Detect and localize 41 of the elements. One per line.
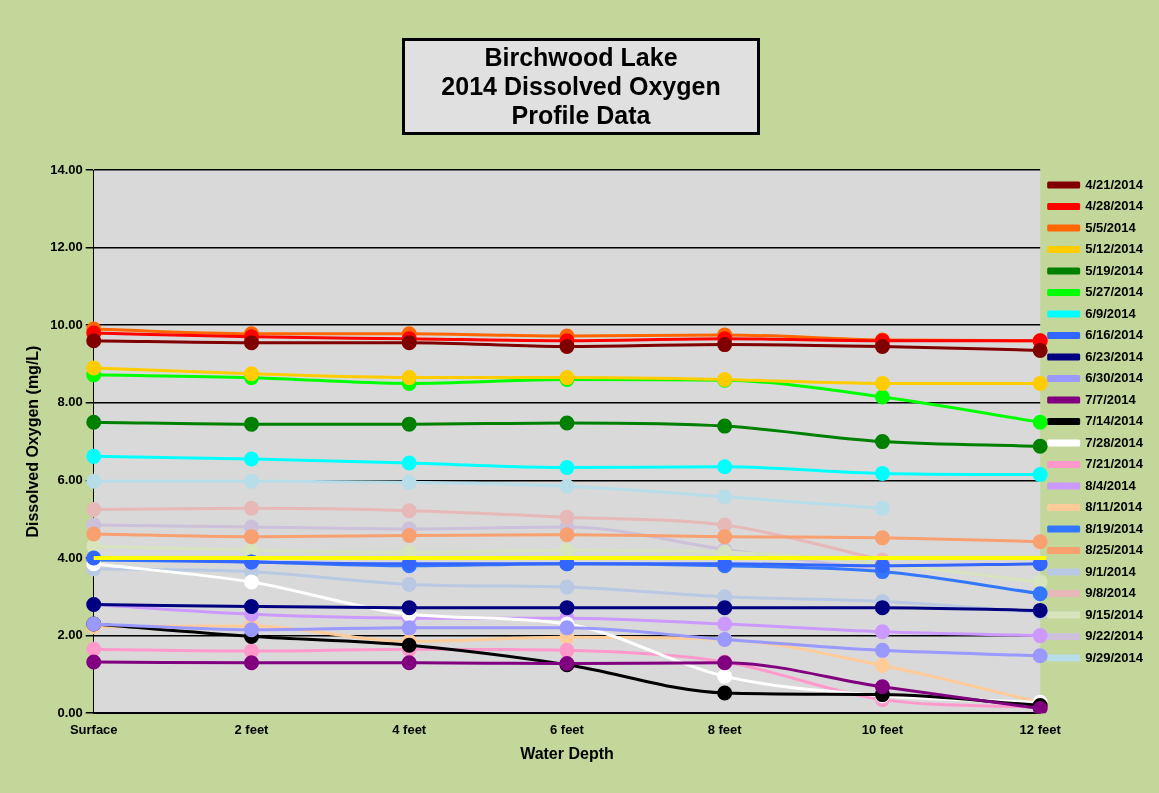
legend-label: 9/8/2014	[1085, 585, 1137, 601]
legend-label: 8/19/2014	[1085, 520, 1144, 536]
x-tick-label: 2 feet	[234, 721, 270, 737]
legend-label: 9/29/2014	[1085, 649, 1144, 665]
y-tick-label: 2.00	[57, 627, 83, 643]
legend-label: 9/22/2014	[1085, 628, 1144, 644]
legend-label: 9/15/2014	[1085, 606, 1144, 622]
legend-label: 5/12/2014	[1085, 241, 1144, 257]
x-tick-label: 4 feet	[392, 721, 427, 737]
x-tick-label: 12 feet	[1019, 721, 1062, 737]
x-tick-label: 10 feet	[861, 721, 904, 737]
legend-label: 5/19/2014	[1085, 262, 1144, 278]
chart-title: Birchwood Lake 2014 Dissolved Oxygen Profile Data	[402, 38, 760, 135]
y-tick-label: 8.00	[57, 394, 83, 410]
legend-label: 9/1/2014	[1085, 563, 1137, 579]
legend-label: 7/28/2014	[1085, 434, 1144, 450]
y-axis-title: Dissolved Oxygen (mg/L)	[24, 345, 42, 538]
legend-label: 8/4/2014	[1085, 477, 1137, 493]
y-tick-label: 14.00	[50, 161, 83, 177]
legend-label: 7/14/2014	[1085, 413, 1144, 429]
legend-label: 8/11/2014	[1085, 499, 1144, 515]
y-tick-label: 12.00	[50, 239, 83, 255]
legend-label: 6/23/2014	[1085, 348, 1144, 364]
legend-label: 6/9/2014	[1085, 305, 1137, 321]
x-tick-label: 8 feet	[707, 721, 743, 737]
y-tick-label: 6.00	[57, 471, 83, 487]
legend-label: 5/27/2014	[1085, 284, 1144, 300]
legend-label: 4/21/2014	[1085, 176, 1144, 192]
legend-label: 7/21/2014	[1085, 456, 1144, 472]
legend-label: 5/5/2014	[1085, 219, 1137, 235]
legend-label: 6/16/2014	[1085, 327, 1144, 343]
legend-label: 7/7/2014	[1085, 391, 1137, 407]
y-tick-label: 0.00	[57, 704, 83, 720]
y-tick-label: 10.00	[50, 316, 83, 332]
x-tick-label: Surface	[69, 721, 118, 737]
legend-label: 6/30/2014	[1085, 370, 1144, 386]
x-axis-title: Water Depth	[520, 744, 614, 762]
x-tick-label: 6 feet	[549, 721, 585, 737]
legend-label: 4/28/2014	[1085, 198, 1144, 214]
legend-label: 8/25/2014	[1085, 542, 1144, 558]
y-tick-label: 4.00	[57, 549, 83, 565]
